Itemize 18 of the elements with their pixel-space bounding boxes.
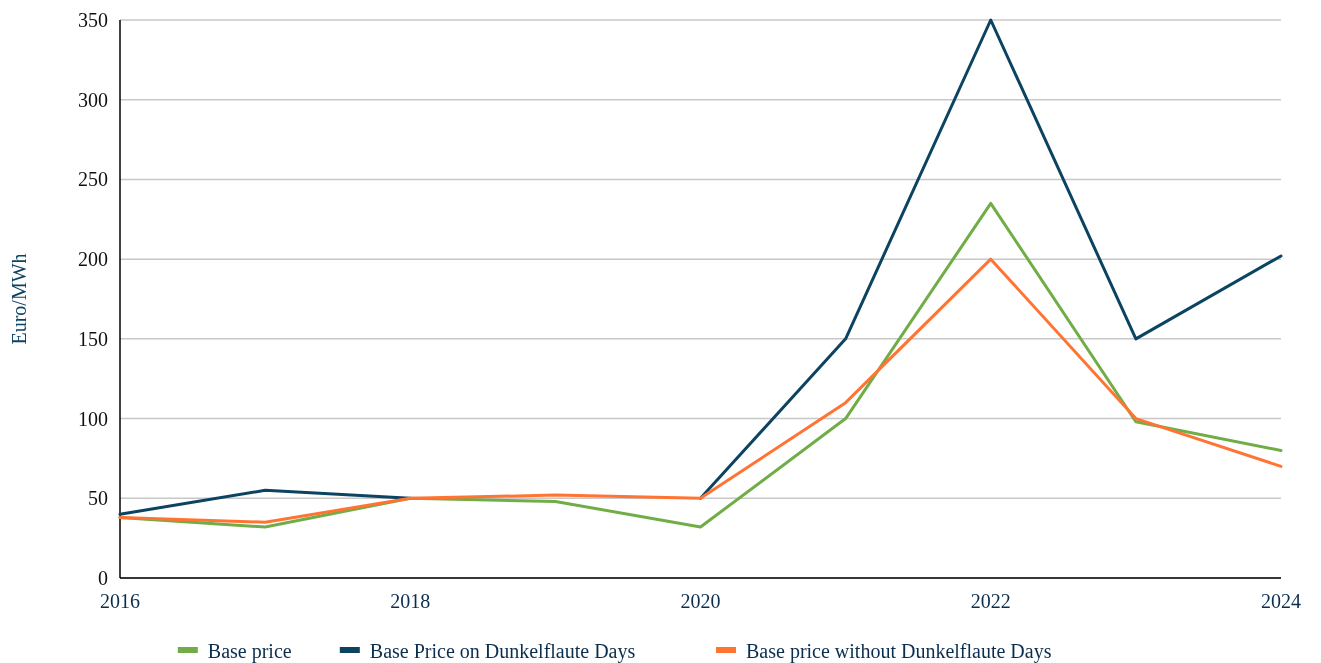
legend-label: Base Price on Dunkelflaute Days	[369, 640, 636, 663]
line-series	[118, 257, 1283, 524]
x-tick-label: 2016	[100, 590, 140, 612]
legend-label: Base price	[207, 640, 292, 663]
x-tick-label: 2020	[680, 590, 721, 612]
y-tick-label: 0	[98, 567, 108, 589]
y-tick-label: 200	[78, 248, 108, 271]
y-tick-label: 100	[78, 407, 108, 430]
y-tick-label: 250	[78, 168, 108, 191]
y-axis-title: Euro/MWh	[8, 253, 30, 345]
legend-label: Base price without Dunkelflaute Days	[746, 640, 1052, 663]
y-tick-label: 150	[78, 327, 108, 350]
y-tick-label: 350	[78, 9, 108, 31]
x-tick-label: 2022	[970, 590, 1011, 612]
y-tick-label: 300	[78, 88, 108, 111]
x-tick-label: 2024	[1261, 590, 1301, 612]
y-tick-label: 50	[88, 487, 108, 510]
x-tick-label: 2018	[390, 590, 431, 612]
